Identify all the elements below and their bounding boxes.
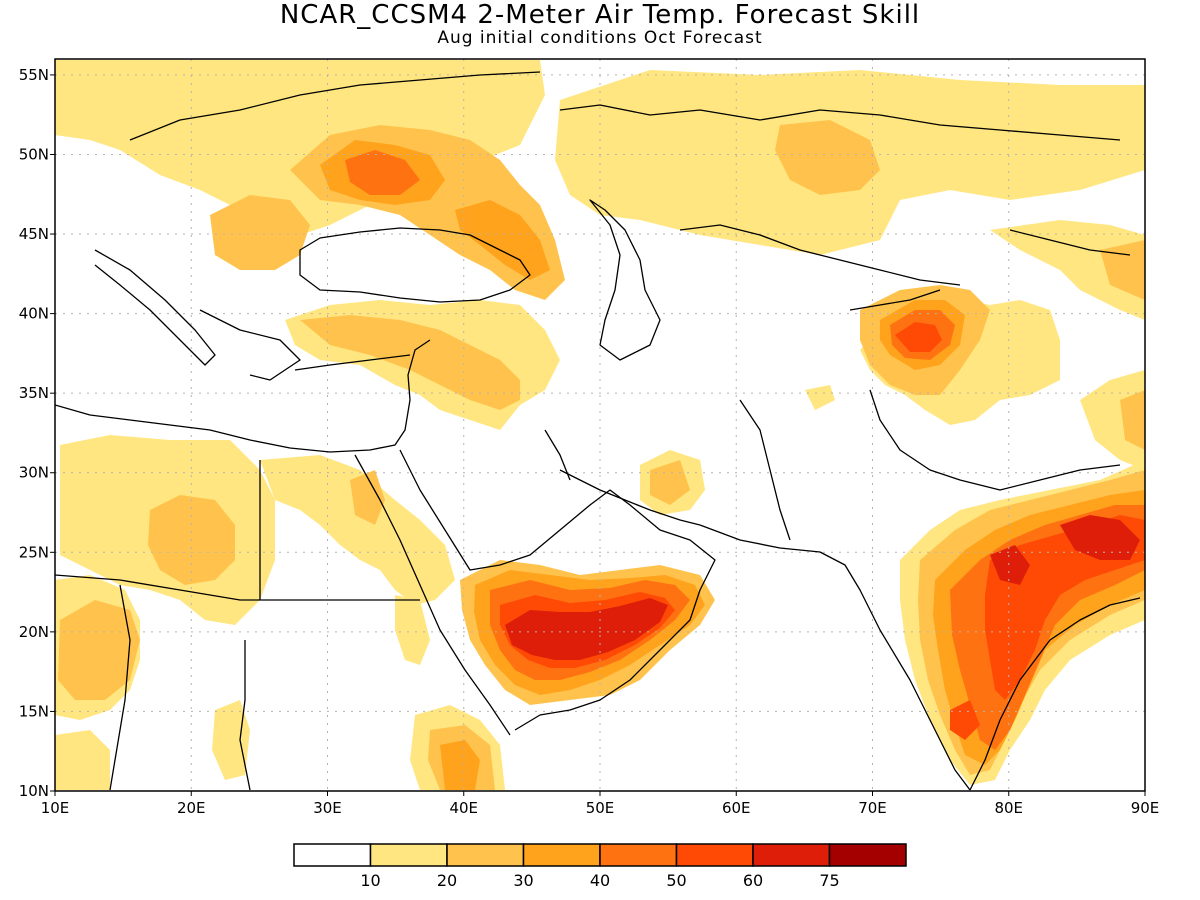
lon-tick-label: 70E: [858, 799, 887, 817]
lat-tick-label: 45N: [19, 225, 49, 243]
lat-tick-label: 55N: [19, 66, 49, 84]
longitude-labels: 10E 20E 30E 40E 50E 60E 70E 80E 90E: [41, 791, 1160, 817]
lon-tick-label: 10E: [41, 799, 70, 817]
legend-swatch: [293, 843, 372, 867]
legend-swatch: [446, 843, 525, 867]
lat-tick-label: 40N: [19, 305, 49, 323]
legend-swatch: [828, 843, 907, 867]
lat-tick-label: 50N: [19, 145, 49, 163]
latitude-labels: 55N 50N 45N 40N 35N 30N 25N 20N 15N 10N: [19, 66, 55, 800]
legend-tick-label: 30: [513, 871, 533, 890]
lon-tick-label: 90E: [1131, 799, 1160, 817]
lon-tick-label: 30E: [313, 799, 342, 817]
legend-tick-label: 75: [819, 871, 839, 890]
lon-tick-label: 20E: [177, 799, 206, 817]
lon-tick-label: 40E: [449, 799, 478, 817]
map-title: NCAR_CCSM4 2-Meter Air Temp. Forecast Sk…: [279, 0, 921, 30]
lon-tick-label: 80E: [994, 799, 1023, 817]
legend-swatch: [752, 843, 831, 867]
legend-tick-label: 10: [360, 871, 380, 890]
lon-tick-label: 60E: [722, 799, 751, 817]
color-legend: 10 20 30 40 50 60 75: [293, 843, 907, 890]
legend-swatch: [599, 843, 678, 867]
coastlines: [55, 71, 1141, 791]
legend-tick-label: 60: [743, 871, 763, 890]
lat-tick-label: 30N: [19, 464, 49, 482]
legend-tick-label: 40: [590, 871, 610, 890]
skill-band-60-75: [505, 515, 1140, 660]
lat-tick-label: 10N: [19, 782, 49, 800]
legend-swatch: [369, 843, 448, 867]
legend-swatch: [675, 843, 754, 867]
lon-tick-label: 50E: [586, 799, 615, 817]
lat-tick-label: 20N: [19, 623, 49, 641]
lat-lon-grid: [55, 59, 1145, 791]
lat-tick-label: 25N: [19, 543, 49, 561]
legend-tick-label: 20: [437, 871, 457, 890]
legend-tick-label: 50: [666, 871, 686, 890]
map-subtitle: Aug initial conditions Oct Forecast: [437, 28, 763, 48]
lat-tick-label: 35N: [19, 384, 49, 402]
skill-shading: [55, 60, 1145, 790]
lat-tick-label: 15N: [19, 702, 49, 720]
legend-swatch: [522, 843, 601, 867]
